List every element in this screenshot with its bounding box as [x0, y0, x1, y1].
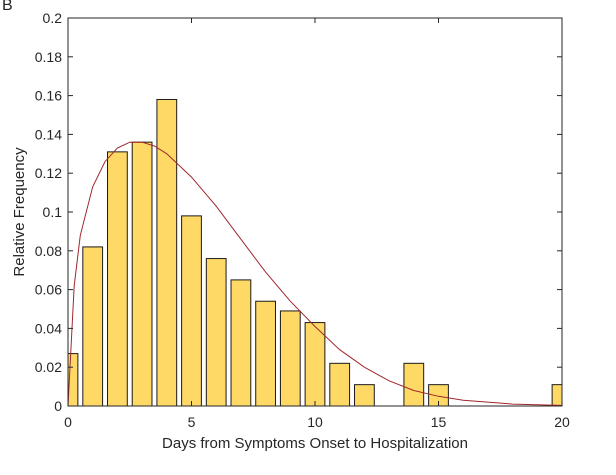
- y-tick-label: 0.12: [35, 165, 62, 181]
- bar: [354, 384, 375, 407]
- bar: [230, 279, 252, 407]
- bar: [329, 362, 351, 407]
- y-tick-label: 0.08: [35, 243, 62, 259]
- bar: [205, 258, 227, 407]
- y-tick-label: 0.14: [35, 126, 62, 142]
- axis-ticks: 0 5 10 15 20 0 0.02 0.04 0.06 0.08 0.1 0.12 0.14 0.16…: [35, 10, 570, 430]
- y-tick-label: 0.04: [35, 320, 62, 336]
- y-tick-label: 0.1: [43, 204, 63, 220]
- bar: [82, 246, 104, 407]
- bar: [181, 215, 202, 407]
- y-tick-label: 0: [54, 398, 62, 414]
- bar: [156, 98, 178, 407]
- y-tick-label: 0.2: [43, 10, 63, 26]
- x-tick-label: 5: [188, 414, 196, 430]
- panel-label: B: [2, 0, 13, 14]
- x-tick-label: 10: [307, 414, 323, 430]
- fitted-curve: [67, 141, 563, 407]
- bar: [403, 362, 425, 407]
- bar: [255, 300, 276, 407]
- bar: [304, 322, 326, 407]
- y-tick-label: 0.16: [35, 88, 62, 104]
- y-tick-label: 0.02: [35, 359, 62, 375]
- y-tick-label: 0.18: [35, 49, 62, 65]
- bar: [107, 151, 128, 407]
- x-axis-label: Days from Symptoms Onset to Hospitalizat…: [162, 435, 468, 452]
- x-tick-label: 20: [554, 414, 570, 430]
- x-tick-label: 0: [64, 414, 72, 430]
- bar: [279, 310, 301, 407]
- x-tick-label: 15: [431, 414, 447, 430]
- y-axis-label: Relative Frequency: [11, 147, 28, 277]
- bar: [131, 141, 153, 407]
- bar: [551, 384, 563, 407]
- y-tick-label: 0.06: [35, 282, 62, 298]
- bar-series: [67, 98, 563, 407]
